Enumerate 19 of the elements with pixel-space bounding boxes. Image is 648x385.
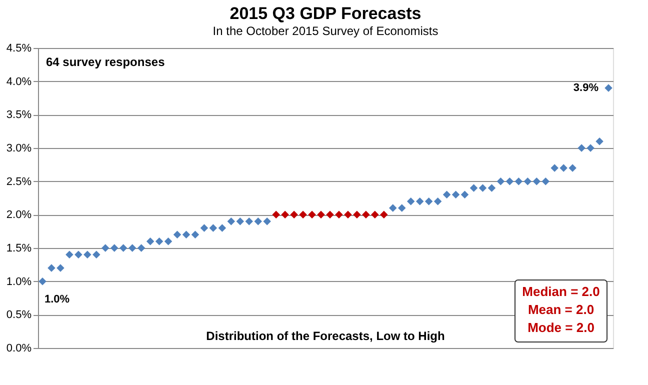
y-tick-label: 1.5% — [6, 242, 32, 254]
y-tick-label: 0.5% — [6, 309, 32, 322]
chart-title: 2015 Q3 GDP Forecasts — [230, 4, 422, 23]
data-label: 1.0% — [44, 293, 70, 306]
y-tick-label: 3.0% — [6, 142, 32, 154]
annotation: Median = 2.0 — [522, 284, 600, 299]
y-tick-label: 2.5% — [6, 176, 32, 188]
data-label: 3.9% — [573, 82, 599, 94]
y-tick-label: 2.0% — [6, 209, 32, 222]
annotation: Mode = 2.0 — [528, 320, 594, 335]
x-axis-title: Distribution of the Forecasts, Low to High — [206, 329, 445, 343]
y-tick-label: 1.0% — [6, 276, 32, 288]
annotation: 64 survey responses — [46, 55, 166, 69]
y-tick-label: 4.5% — [6, 42, 32, 54]
y-tick-label: 4.0% — [6, 76, 32, 88]
annotation: Mean = 2.0 — [528, 302, 594, 317]
y-tick-label: 3.5% — [6, 109, 32, 122]
chart-subtitle: In the October 2015 Survey of Economists — [212, 24, 438, 38]
y-tick-label: 0.0% — [6, 342, 32, 354]
